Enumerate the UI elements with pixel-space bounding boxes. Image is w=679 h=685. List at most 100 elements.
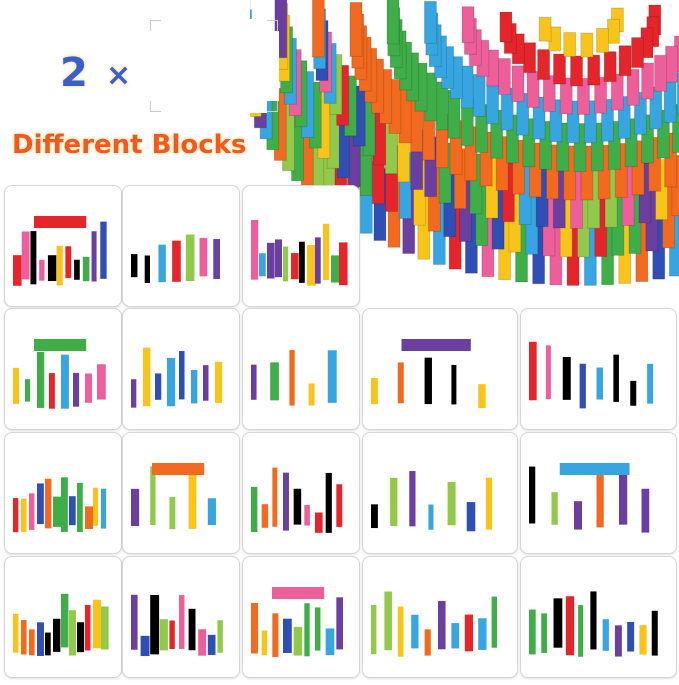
title-frame [149, 19, 279, 113]
domino-block [140, 635, 150, 657]
domino-block [150, 595, 160, 655]
domino-block [65, 246, 72, 279]
domino-block [464, 614, 473, 652]
domino-block [159, 619, 168, 651]
domino-block [53, 618, 61, 652]
domino-block [283, 472, 289, 531]
domino-block [327, 350, 337, 403]
layout-example-card [122, 185, 240, 307]
domino-block [85, 373, 92, 403]
domino-block [270, 362, 279, 401]
layout-example-card [122, 308, 240, 430]
domino-block [478, 618, 487, 650]
domino-block [371, 604, 377, 655]
domino-block [251, 364, 257, 400]
domino-block [587, 54, 601, 86]
domino-block [47, 255, 57, 282]
domino-block [29, 493, 35, 530]
domino-block [590, 591, 597, 650]
bridge-block [34, 339, 87, 351]
domino-block [559, 77, 573, 115]
domino-block [150, 466, 156, 526]
domino-block [188, 608, 196, 651]
domino-block [13, 613, 19, 653]
layout-example-card [520, 308, 677, 430]
domino-block [576, 77, 590, 115]
domino-block [626, 68, 640, 106]
layout-example-card [520, 432, 677, 554]
domino-block [198, 629, 207, 656]
layout-example-card [122, 432, 240, 554]
domino-block [74, 259, 80, 280]
domino-block [596, 27, 610, 53]
domino-block [541, 613, 547, 653]
domino-block [325, 628, 335, 656]
domino-block [101, 488, 107, 529]
domino-block [397, 362, 404, 404]
domino-block [101, 606, 109, 650]
domino-block [77, 482, 83, 532]
domino-block [428, 504, 434, 530]
domino-block [654, 54, 668, 92]
layout-example-card [520, 556, 677, 678]
domino-block [315, 237, 321, 284]
domino-block [596, 474, 604, 528]
domino-block [291, 253, 299, 280]
domino-block [371, 377, 378, 405]
domino-block [131, 594, 138, 650]
domino-block [283, 618, 292, 653]
domino-block [553, 53, 567, 85]
domino-block [13, 367, 20, 404]
bridge-block [272, 587, 325, 599]
domino-block [641, 488, 650, 533]
domino-block [155, 373, 162, 400]
layout-example-card [4, 556, 122, 678]
domino-block [627, 621, 635, 652]
domino-block [93, 487, 99, 526]
domino-block [390, 477, 398, 527]
domino-block [21, 620, 27, 655]
domino-block [261, 504, 269, 528]
domino-block [386, 0, 400, 45]
domino-block [261, 630, 268, 656]
layout-example-card [362, 308, 518, 430]
domino-block [172, 240, 181, 282]
layout-example-card [4, 432, 122, 554]
domino-block [491, 596, 497, 648]
domino-block [85, 604, 91, 651]
times-sign: × [106, 58, 132, 93]
domino-block [315, 607, 321, 651]
domino-block [179, 351, 185, 400]
domino-block [435, 81, 449, 131]
domino-block [639, 625, 647, 655]
domino-block [304, 603, 310, 657]
bridge-block [559, 463, 630, 475]
domino-block [451, 623, 460, 649]
domino-block [169, 620, 175, 650]
domino-block [339, 242, 348, 286]
domino-block [53, 496, 62, 527]
domino-block [29, 629, 35, 656]
domino-block [579, 363, 586, 409]
domino-block [323, 223, 330, 281]
domino-block [259, 253, 266, 277]
domino-block [267, 242, 275, 279]
domino-block [580, 32, 594, 58]
domino-block [461, 6, 475, 44]
domino-block [191, 370, 198, 404]
domino-block [37, 622, 44, 656]
domino-block [641, 62, 655, 100]
domino-block [30, 231, 37, 285]
domino-block [618, 45, 632, 77]
domino-block [69, 610, 77, 656]
domino-block [606, 18, 620, 44]
domino-block [304, 505, 310, 526]
layout-example-card [242, 185, 360, 307]
domino-block [251, 220, 259, 280]
domino-block [91, 231, 97, 282]
domino-block [551, 492, 558, 525]
layout-example-card [362, 432, 518, 554]
domino-block [602, 619, 609, 651]
subtitle-text: Different Blocks [12, 130, 247, 160]
domino-block [485, 477, 493, 530]
